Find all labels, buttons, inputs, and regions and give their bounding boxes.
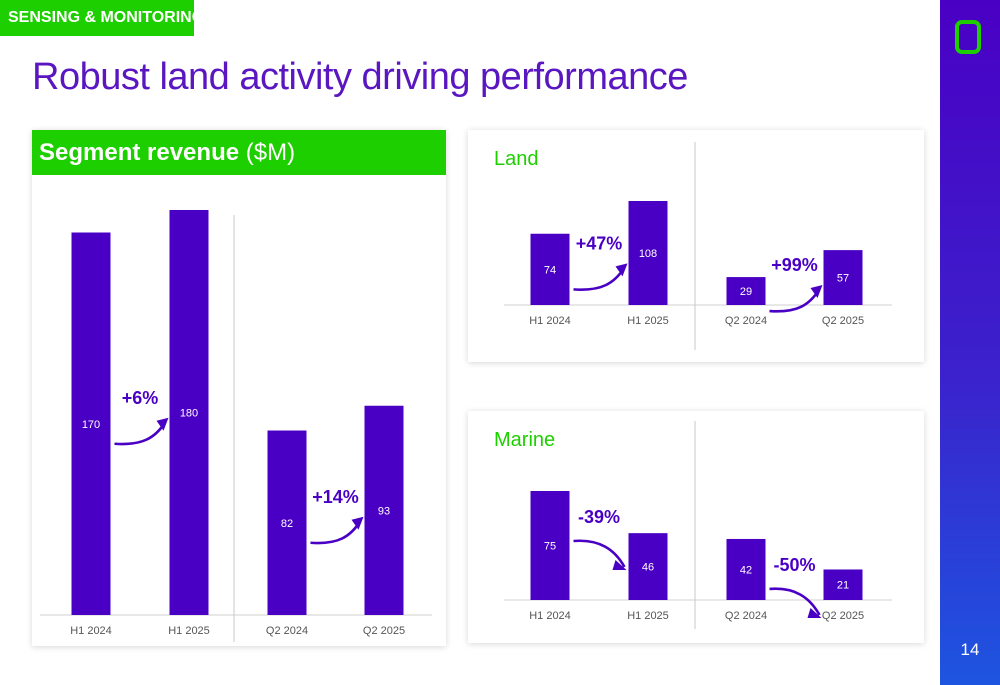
segment-change-label: +14%	[312, 487, 359, 507]
segment-bar-q2-2025	[364, 405, 404, 615]
marine-arrow-head	[612, 560, 627, 570]
marine-title: Marine	[494, 429, 556, 451]
segment-tick-label: H1 2024	[70, 625, 112, 637]
land-change-label: +99%	[771, 255, 818, 275]
land-value-label: 29	[740, 286, 752, 298]
land-arrow-head	[810, 285, 823, 299]
marine-tick-label: Q2 2024	[725, 610, 767, 622]
segment-change-label: +6%	[122, 388, 159, 408]
segment-value-label: 180	[180, 408, 198, 420]
land-tick-label: Q2 2024	[725, 315, 767, 327]
marine-change-label: -39%	[578, 507, 620, 527]
segment-arrow	[310, 520, 362, 545]
sidebar-band: 14	[940, 0, 1000, 685]
marine-bar-q2-2024	[726, 538, 766, 600]
segment-arrow-head	[156, 417, 169, 431]
land-card: Land 74 H1 2024 108 H1 2025 29 Q2 2024 57 Q2 20…	[468, 130, 924, 362]
segment-revenue-unit: ($M)	[245, 139, 296, 166]
land-tick-label: H1 2024	[529, 315, 571, 327]
segment-value-label: 93	[378, 505, 390, 517]
marine-value-label: 21	[837, 580, 849, 592]
marine-chart: 75 H1 2024 46 H1 2025 42 Q2 2024 21 Q2 2025 -39%…	[504, 421, 892, 629]
marine-arrow-head	[807, 607, 822, 618]
land-value-label: 74	[544, 264, 556, 276]
land-bar-h1-2024	[530, 233, 570, 305]
page-title: Robust land activity driving performance	[32, 56, 688, 98]
segment-revenue-title: Segment revenue	[39, 139, 240, 166]
land-change-label: +47%	[576, 233, 623, 253]
segment-value-label: 170	[82, 419, 100, 431]
segment-bar-h1-2024	[71, 232, 111, 615]
marine-bar-h1-2024	[530, 491, 570, 600]
section-tag: SENSING & MONITORING	[0, 0, 204, 36]
marine-bar-h1-2025	[628, 533, 668, 600]
marine-value-label: 75	[544, 541, 556, 553]
marine-tick-label: H1 2025	[627, 610, 669, 622]
land-chart: 74 H1 2024 108 H1 2025 29 Q2 2024 57 Q2 2025 +47…	[504, 142, 892, 350]
marine-bar-q2-2025	[823, 569, 863, 600]
land-tick-label: H1 2025	[627, 315, 669, 327]
segment-revenue-header: Segment revenue ($M)	[32, 130, 446, 175]
marine-arrow	[573, 539, 626, 568]
segment-bar-q2-2024	[267, 430, 307, 615]
segment-arrow-head	[351, 516, 364, 530]
marine-card: Marine 75 H1 2024 46 H1 2025 42 Q2 2024 21 Q2 2…	[468, 411, 924, 643]
logo-icon	[955, 20, 981, 54]
marine-tick-label: H1 2024	[529, 610, 571, 622]
segment-tick-label: Q2 2024	[266, 625, 308, 637]
segment-arrow	[114, 421, 167, 446]
land-arrow	[573, 266, 626, 291]
marine-change-label: -50%	[773, 555, 815, 575]
land-title: Land	[494, 148, 539, 170]
land-value-label: 108	[639, 248, 657, 260]
land-arrow-head	[615, 263, 628, 277]
land-bar-h1-2025	[628, 201, 668, 305]
land-bar-q2-2024	[726, 277, 766, 305]
marine-arrow	[769, 587, 821, 616]
land-arrow	[769, 288, 821, 313]
land-tick-label: Q2 2025	[822, 315, 864, 327]
land-bar-q2-2025	[823, 250, 863, 305]
segment-revenue-card: 170 H1 2024 180 H1 2025 82 Q2 2024 93 Q2 2025 +6…	[32, 130, 446, 646]
marine-value-label: 42	[740, 564, 752, 576]
segment-tick-label: Q2 2025	[363, 625, 405, 637]
segment-revenue-chart: 170 H1 2024 180 H1 2025 82 Q2 2024 93 Q2 2025 +6…	[40, 210, 432, 642]
segment-tick-label: H1 2025	[168, 625, 210, 637]
segment-value-label: 82	[281, 518, 293, 530]
marine-value-label: 46	[642, 562, 654, 574]
segment-bar-h1-2025	[169, 210, 209, 615]
page-number: 14	[960, 640, 980, 659]
marine-tick-label: Q2 2025	[822, 610, 864, 622]
land-value-label: 57	[837, 273, 849, 285]
